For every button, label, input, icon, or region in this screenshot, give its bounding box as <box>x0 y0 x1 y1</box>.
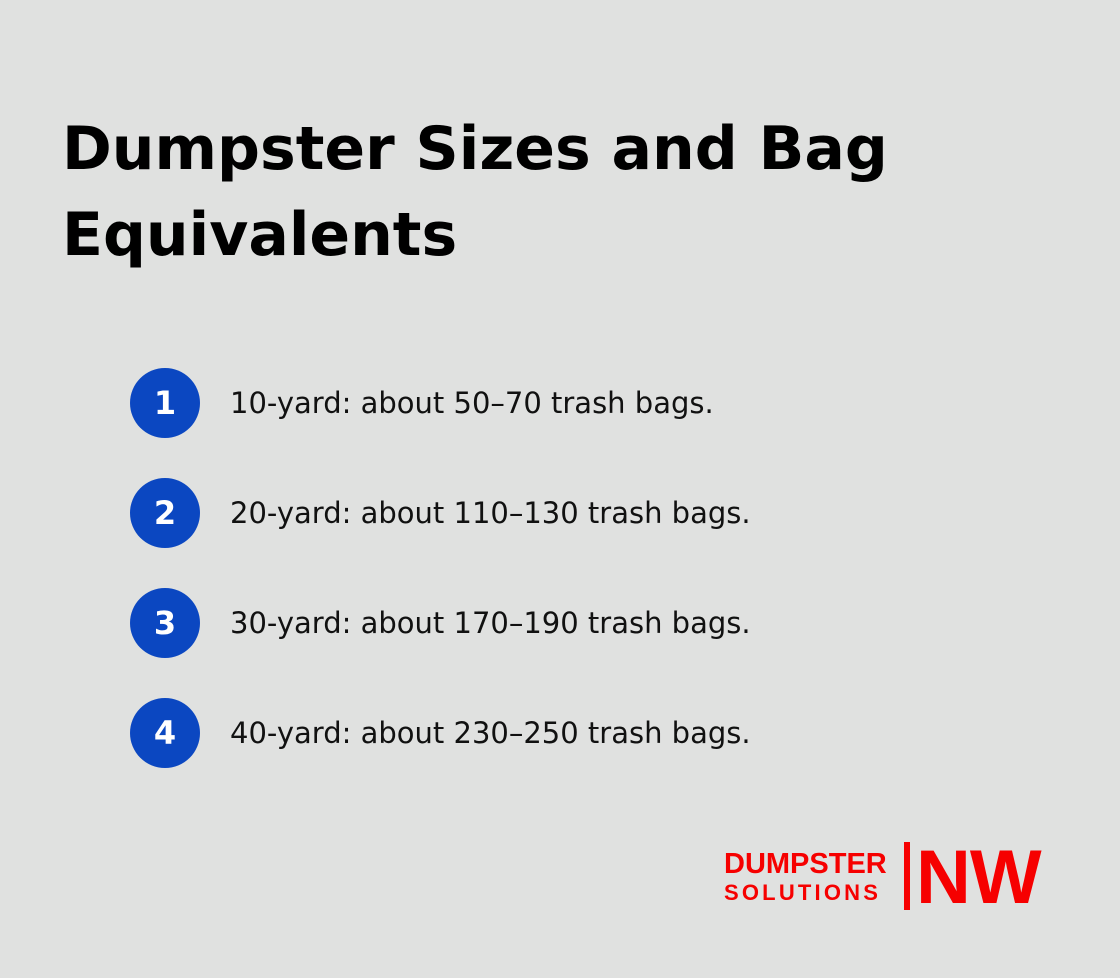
logo-line1: DUMPSTER <box>724 848 887 880</box>
logo-line2: SOLUTIONS <box>724 880 882 905</box>
list-item: 3 30-yard: about 170–190 trash bags. <box>130 588 751 658</box>
number-badge: 3 <box>130 588 200 658</box>
brand-logo: DUMPSTER SOLUTIONS NW <box>722 835 1062 920</box>
item-text: 10-yard: about 50–70 trash bags. <box>230 386 714 420</box>
logo-mark: NW <box>916 835 1042 920</box>
item-text: 20-yard: about 110–130 trash bags. <box>230 496 751 530</box>
page-title: Dumpster Sizes and Bag Equivalents <box>62 114 888 270</box>
number-badge: 2 <box>130 478 200 548</box>
list-item: 4 40-yard: about 230–250 trash bags. <box>130 698 751 768</box>
item-text: 40-yard: about 230–250 trash bags. <box>230 716 751 750</box>
list-item: 1 10-yard: about 50–70 trash bags. <box>130 368 714 438</box>
logo-divider <box>904 842 910 910</box>
number-badge: 1 <box>130 368 200 438</box>
list-item: 2 20-yard: about 110–130 trash bags. <box>130 478 751 548</box>
item-text: 30-yard: about 170–190 trash bags. <box>230 606 751 640</box>
number-badge: 4 <box>130 698 200 768</box>
